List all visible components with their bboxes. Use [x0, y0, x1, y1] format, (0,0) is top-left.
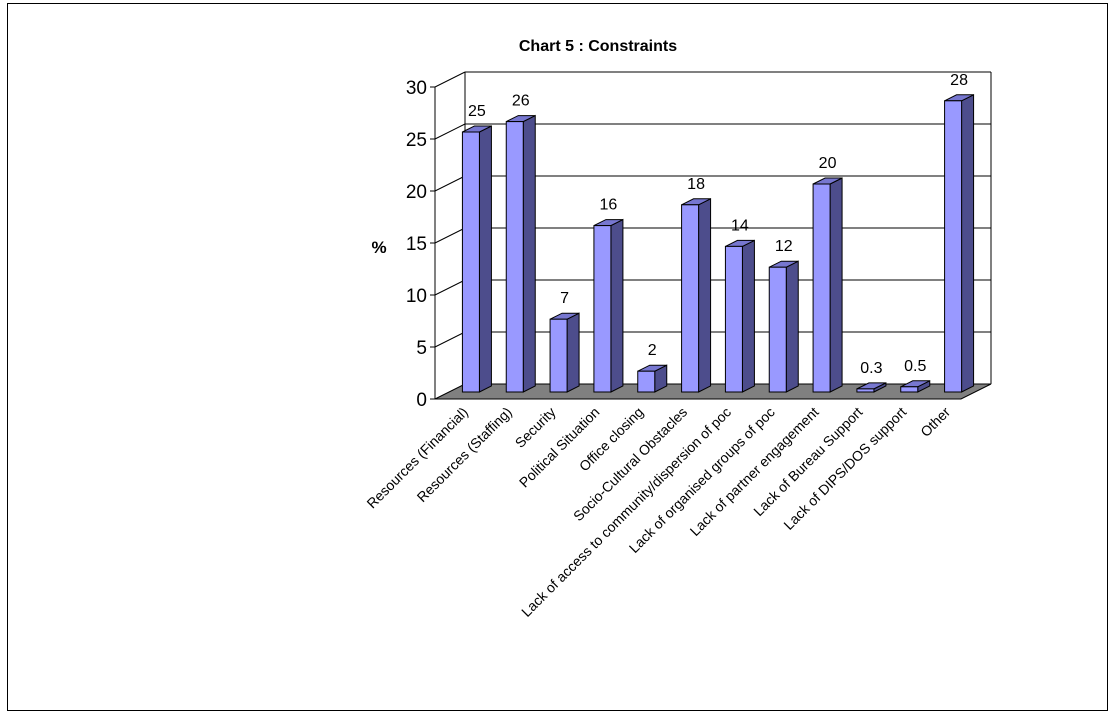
bar-side [567, 313, 579, 392]
data-label: 20 [819, 155, 837, 172]
bar [945, 101, 962, 392]
y-tick-label: 30 [406, 78, 427, 99]
x-tick-label: Political Situation [516, 404, 603, 491]
bar [638, 371, 655, 392]
bar [813, 184, 830, 392]
data-label: 12 [775, 238, 793, 255]
bar-side [830, 178, 842, 392]
gridline-side [435, 332, 465, 347]
gridline-side [435, 72, 465, 87]
y-tick-label: 20 [406, 182, 427, 203]
data-label: 7 [560, 290, 569, 307]
data-label: 28 [950, 72, 968, 89]
y-tick-label: 15 [406, 234, 427, 255]
bar [857, 389, 874, 392]
bar-side [699, 199, 711, 392]
chart-frame: Chart 5 : Constraints % 0 5 10 15 20 25 30 25 2… [7, 3, 1108, 711]
y-tick-label: 0 [416, 390, 427, 411]
data-label: 26 [512, 93, 530, 110]
x-tick-label: Other [917, 404, 953, 440]
y-tick-label: 25 [406, 130, 427, 151]
bar-side [786, 261, 798, 392]
gridline-side [435, 124, 465, 139]
bar [725, 246, 742, 392]
bar [506, 122, 523, 392]
y-tick-label: 10 [406, 286, 427, 307]
bar-side [962, 95, 974, 392]
bar [462, 132, 479, 392]
data-label: 25 [468, 103, 486, 120]
data-label: 16 [600, 197, 618, 214]
data-label: 2 [648, 342, 657, 359]
y-tick-label: 5 [416, 338, 427, 359]
bar [769, 267, 786, 392]
data-label: 0.3 [860, 360, 882, 377]
gridline-side [435, 176, 465, 191]
bar [901, 387, 918, 392]
gridline-side [435, 280, 465, 295]
data-label: 14 [731, 217, 749, 234]
bars-layer [462, 95, 973, 392]
bar-side [479, 126, 491, 392]
bar-chart: Chart 5 : Constraints % 0 5 10 15 20 25 30 25 2… [8, 4, 1107, 710]
chart-title: Chart 5 : Constraints [519, 38, 677, 55]
bar-side [523, 116, 535, 392]
bar [682, 205, 699, 392]
bar-side [611, 220, 623, 392]
bar-side [742, 240, 754, 392]
y-axis-label: % [371, 238, 386, 257]
bar [550, 319, 567, 392]
gridline-side [435, 228, 465, 243]
data-label: 0.5 [904, 358, 926, 375]
bar [594, 226, 611, 392]
data-label: 18 [687, 176, 705, 193]
